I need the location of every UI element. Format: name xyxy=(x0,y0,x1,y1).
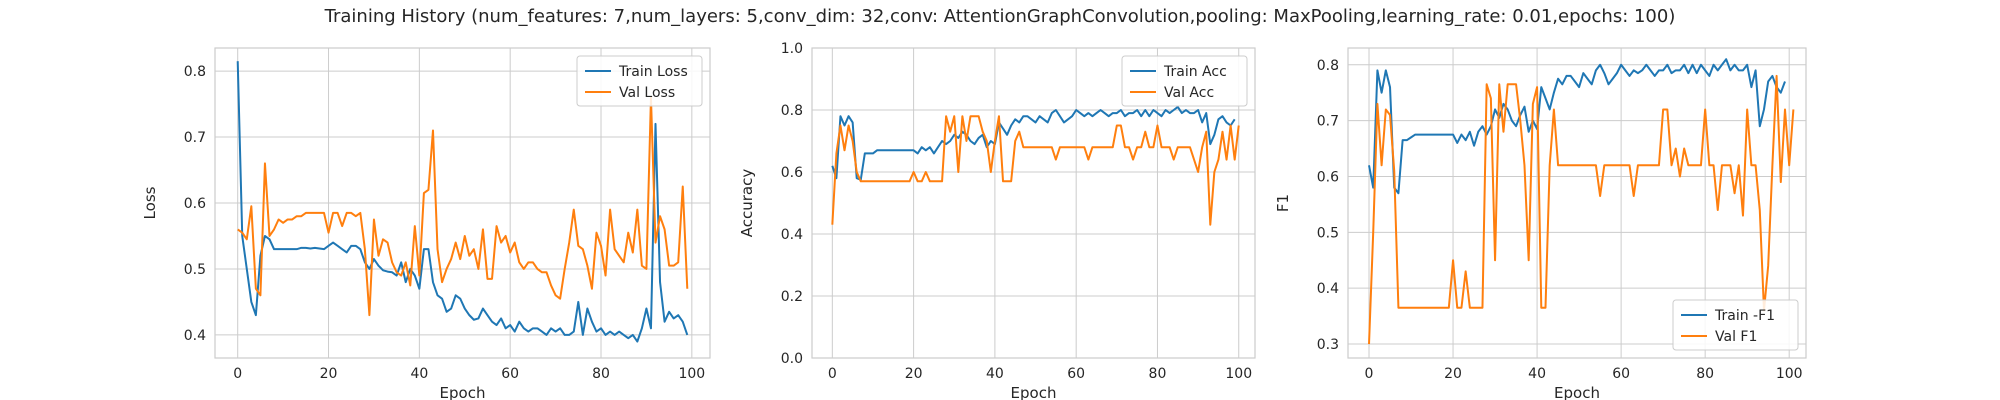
y-tick-label: 0.0 xyxy=(781,351,803,367)
y-tick-label: 0.8 xyxy=(184,64,206,80)
legend: Train -F1 Val F1 xyxy=(1672,299,1799,351)
x-tick-label: 60 xyxy=(1612,366,1630,382)
plot-frame xyxy=(1347,47,1807,359)
x-tick-label: 60 xyxy=(1067,366,1085,382)
y-tick-label: 0.8 xyxy=(781,103,803,119)
figure-title: Training History (num_features: 7,num_la… xyxy=(324,6,1676,27)
y-tick-label: 0.6 xyxy=(781,165,803,181)
series-line-2 xyxy=(237,96,689,317)
legend-box xyxy=(1672,299,1799,351)
y-tick-label: 0.8 xyxy=(1317,58,1339,74)
series-line-1 xyxy=(236,61,689,343)
legend-label: Train -F1 xyxy=(1714,308,1775,324)
x-tick-label: 0 xyxy=(233,366,242,382)
y-tick-label: 0.6 xyxy=(1317,169,1339,185)
x-tick-label: 80 xyxy=(1149,366,1167,382)
x-tick-label: 20 xyxy=(905,366,923,382)
x-tick-label: 80 xyxy=(592,366,610,382)
y-tick-label: 0.7 xyxy=(1317,114,1339,130)
y-tick-label: 0.5 xyxy=(1317,225,1339,241)
y-tick-label: 0.4 xyxy=(1317,281,1339,297)
x-tick-label: 100 xyxy=(678,366,705,382)
x-tick-label: 100 xyxy=(1225,366,1252,382)
x-tick-label: 60 xyxy=(501,366,519,382)
x-tick-label: 20 xyxy=(1444,366,1462,382)
x-axis-label: Epoch xyxy=(1554,384,1600,400)
y-tick-label: 0.4 xyxy=(184,328,206,344)
x-tick-label: 40 xyxy=(1528,366,1546,382)
plot-frame xyxy=(811,47,1256,359)
x-tick-label: 100 xyxy=(1776,366,1803,382)
chart-3: 0 20 40 60 80 100 0.3 0.4 0.5 0.6 0.7 0.8 Epoch F1 Tra… xyxy=(1274,47,1807,400)
x-tick-label: 40 xyxy=(986,366,1004,382)
y-tick-label: 1.0 xyxy=(781,41,803,57)
y-axis-label: Accuracy xyxy=(738,169,756,238)
legend-box xyxy=(1121,55,1248,107)
legend-box xyxy=(576,55,703,107)
legend: Train Acc Val Acc xyxy=(1121,55,1248,107)
series-line-2 xyxy=(831,115,1240,226)
x-tick-label: 80 xyxy=(1696,366,1714,382)
series-line-1 xyxy=(1368,58,1786,195)
y-tick-label: 0.3 xyxy=(1317,337,1339,353)
x-tick-label: 20 xyxy=(320,366,338,382)
x-axis-label: Epoch xyxy=(440,384,486,400)
plot-frame xyxy=(214,47,711,359)
series-line-2 xyxy=(1368,74,1795,345)
legend-label: Train Acc xyxy=(1163,64,1227,80)
chart-1: 0 20 40 60 80 100 0.4 0.5 0.6 0.7 0.8 Epoch Loss Trai… xyxy=(141,47,711,400)
y-tick-label: 0.5 xyxy=(184,262,206,278)
series-line-1 xyxy=(831,105,1236,181)
legend: Train Loss Val Loss xyxy=(576,55,703,107)
x-tick-label: 0 xyxy=(1365,366,1374,382)
legend-label: Val F1 xyxy=(1715,329,1757,345)
x-tick-label: 0 xyxy=(828,366,837,382)
legend-label: Train Loss xyxy=(618,64,688,80)
y-tick-label: 0.6 xyxy=(184,196,206,212)
y-axis-label: Loss xyxy=(141,186,159,219)
y-tick-label: 0.7 xyxy=(184,130,206,146)
legend-label: Val Acc xyxy=(1164,85,1214,101)
x-axis-label: Epoch xyxy=(1011,384,1057,400)
chart-2: 0 20 40 60 80 100 0.0 0.2 0.4 0.6 0.8 1.0 Epoch Accur… xyxy=(738,41,1256,400)
y-axis-label: F1 xyxy=(1274,194,1292,212)
x-tick-label: 40 xyxy=(410,366,428,382)
y-tick-label: 0.4 xyxy=(781,227,803,243)
y-tick-label: 0.2 xyxy=(781,289,803,305)
legend-label: Val Loss xyxy=(619,85,675,101)
